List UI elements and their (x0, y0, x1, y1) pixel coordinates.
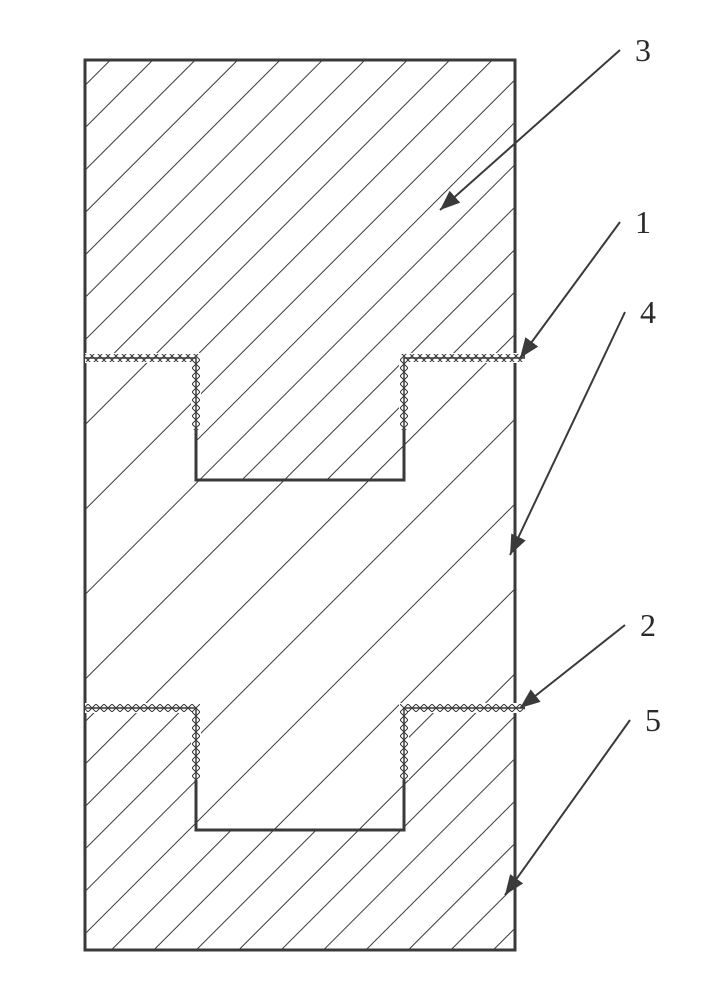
callout-label-1: 1 (635, 204, 651, 241)
callout-label-3: 3 (635, 32, 651, 69)
cross-section-diagram (0, 0, 727, 999)
callout-label-5: 5 (645, 702, 661, 739)
leader-line-2 (520, 625, 625, 708)
callout-label-4: 4 (640, 294, 656, 331)
leader-line-1 (520, 222, 620, 358)
leader-line-5 (505, 720, 630, 895)
callout-label-2: 2 (640, 607, 656, 644)
